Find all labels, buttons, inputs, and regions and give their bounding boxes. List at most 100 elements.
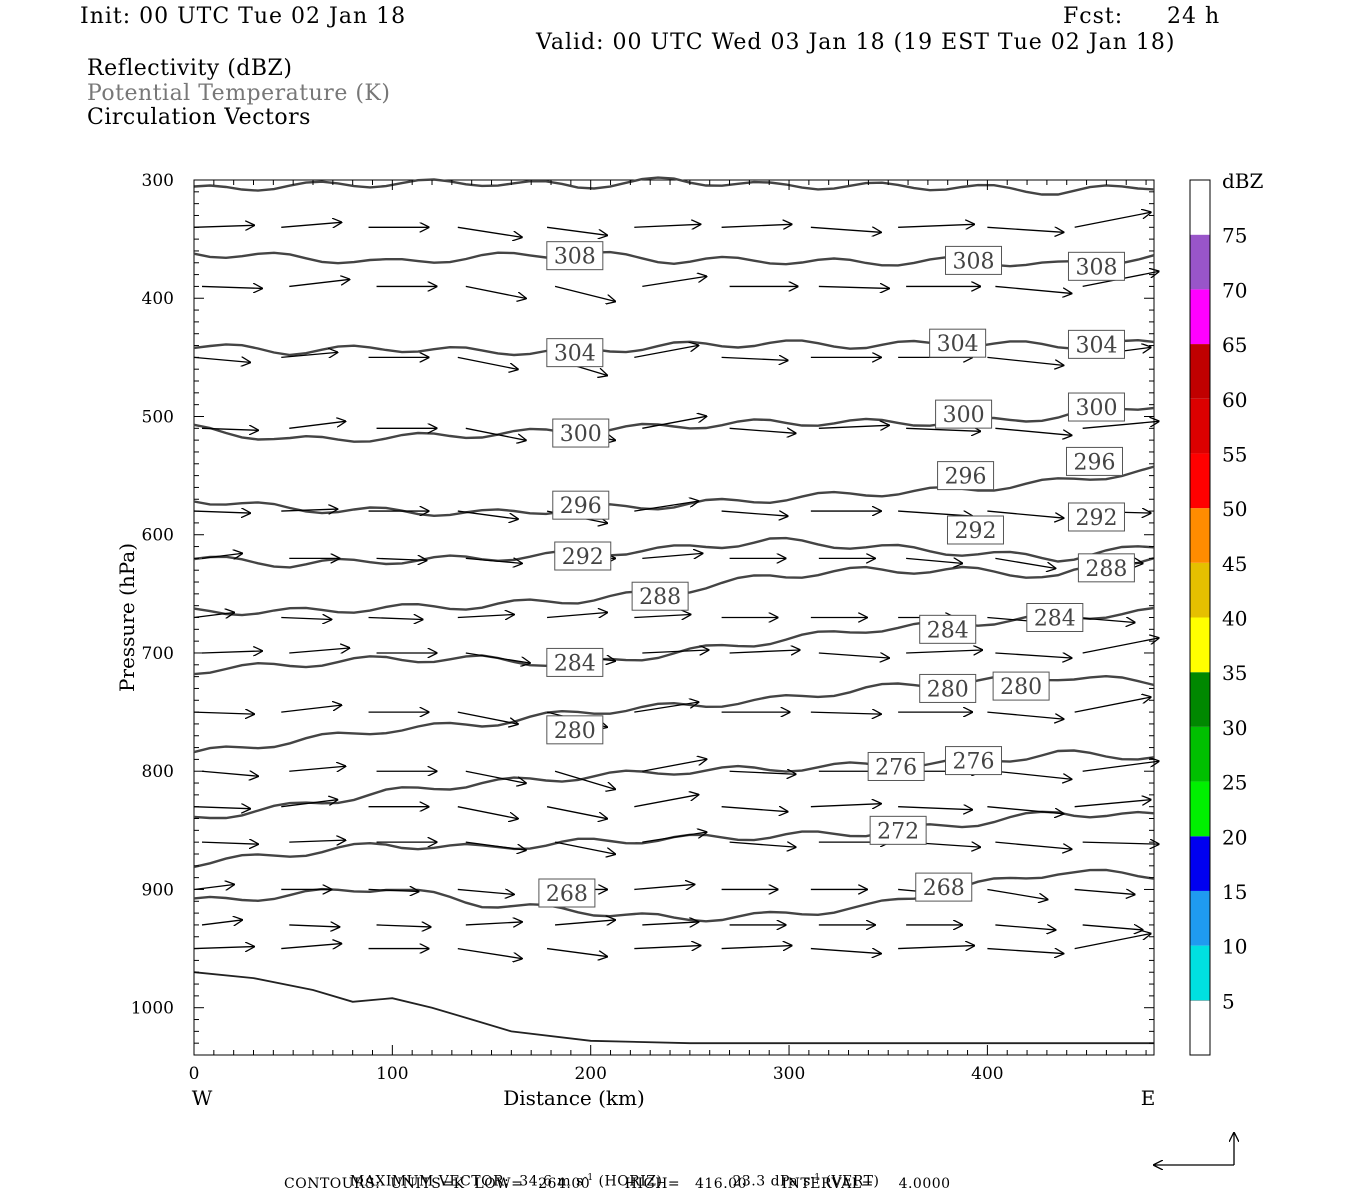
contour-label-text: 292 [1075,506,1117,531]
circulation-vector [465,841,526,850]
colorbar-cell [1190,453,1210,509]
vert-label: (VERT) [820,1173,880,1190]
colorbar-title: dBZ [1222,169,1264,193]
circulation-vector [995,427,1071,435]
circulation-vector [995,770,1071,779]
circulation-vector [642,276,706,288]
contour-label-box [869,815,927,845]
circulation-vector [289,279,349,288]
colorbar-label: 10 [1222,935,1247,959]
circulation-vector [289,840,345,842]
circulation-vector [721,946,792,949]
circulation-vector [554,285,615,301]
contour-label-box [945,245,1003,275]
circulation-vector [810,947,881,954]
contour-label-box [1077,553,1135,583]
x-tick-label: 400 [971,1064,1003,1084]
colorbar-cell [1190,180,1210,235]
circulation-vector [642,922,698,925]
circulation-vector [201,286,262,288]
circulation-vector [193,947,254,949]
circulation-vector [201,428,258,430]
circulation-vector [906,428,980,431]
circulation-vector [201,920,242,925]
circulation-vector [289,421,345,429]
contour-label-box [1067,251,1125,281]
colorbar-label: 45 [1222,552,1247,576]
colorbar-cell [1189,1000,1211,1056]
circulation-vector [193,884,234,889]
circulation-vector [987,947,1063,954]
contour-label-292: 292 [946,515,1004,545]
exponent-horiz: -1 [583,1173,594,1183]
circulation-vector [289,648,349,653]
y-tick-label: 800 [142,762,174,782]
circulation-vector [987,510,1063,518]
circulation-vector [281,800,337,808]
circulation-vector [457,226,522,237]
colorbar-cell [1190,726,1210,782]
contour-label-284: 284 [919,614,977,644]
contour-label-box [546,715,604,745]
circulation-vector [193,511,250,513]
circulation-vector [995,285,1071,293]
theta-contour-300 [193,406,1155,443]
circulation-vector [634,702,698,713]
colorbar-cell [1190,617,1210,673]
circulation-vector [642,416,706,429]
colorbar-cell [1190,890,1210,946]
circulation-vector [818,286,889,288]
circulation-vector [987,806,1063,814]
circulation-vector [554,770,615,789]
contour-label-308: 308 [1067,251,1125,281]
colorbar-cell [1190,234,1210,290]
circulation-vector [546,947,607,957]
contour-label-280: 280 [546,715,604,745]
circulation-vector [201,842,258,844]
contour-label-box [1067,329,1125,359]
contours-info: CONTOURS: UNITS=K LOW= 264.00 HIGH= 416.… [284,1176,951,1192]
circulation-vector [906,650,982,653]
circulation-vector [634,345,698,359]
circulation-vector [281,618,331,620]
circulation-vector [634,946,700,949]
y-tick-label: 500 [142,407,174,427]
circulation-vector [818,425,889,428]
exponent-vert: -1 [810,1173,821,1183]
horiz-label: (HORIZ) [593,1173,663,1190]
theta-contour-304 [193,338,1155,357]
contour-label-box [937,461,995,491]
circulation-vector [1074,934,1151,950]
contour-label-308: 308 [945,245,1003,275]
contour-label-296: 296 [937,461,995,491]
circulation-vector [465,922,522,925]
contour-label-304: 304 [1067,329,1125,359]
contour-label-284: 284 [1026,603,1084,632]
circulation-vector [201,771,258,776]
forecast-hour: 24 h [1167,4,1221,29]
contour-label-280: 280 [992,671,1050,701]
circulation-vector [193,712,254,714]
y-tick-label: 300 [142,171,174,191]
contour-label-text: 276 [875,755,917,780]
colorbar-label: 75 [1222,224,1247,248]
circulation-vector [995,925,1055,930]
colorbar-frame [1189,179,1211,1056]
circulation-vector [729,650,800,653]
circulation-vector [1074,800,1151,808]
circulation-vector [457,615,514,618]
circulation-vector [1082,421,1159,429]
contour-label-box [554,541,612,571]
contour-label-text: 304 [554,342,596,367]
contour-label-text: 284 [554,651,596,676]
colorbar-label: 70 [1222,278,1247,302]
circulation-vector [995,652,1071,658]
contour-label-text: 304 [937,332,979,357]
circulation-vector [1074,697,1151,713]
circulation-vector [818,652,889,658]
contour-label-300: 300 [1067,392,1125,422]
circulation-vector [457,356,518,369]
contour-label-text: 268 [923,876,965,901]
theta-contour-268 [193,868,1155,923]
